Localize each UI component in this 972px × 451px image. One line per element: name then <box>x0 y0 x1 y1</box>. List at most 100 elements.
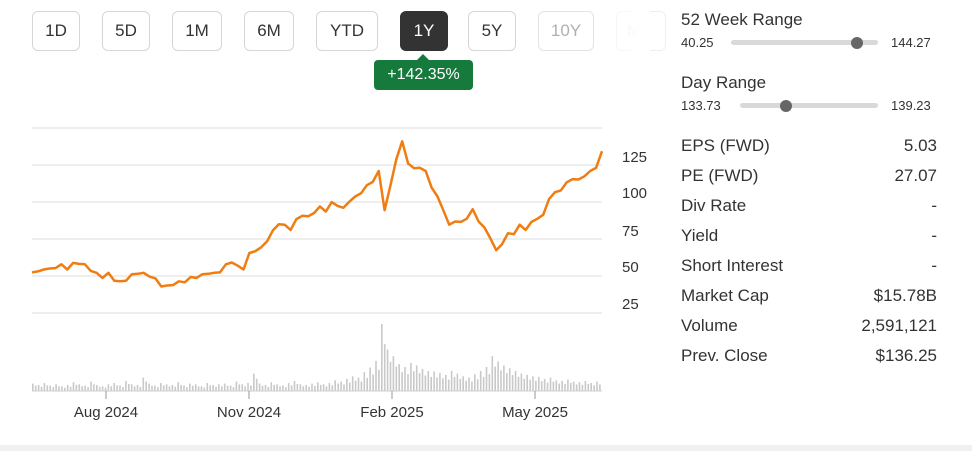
volume-bar <box>218 384 220 391</box>
stat-value: $136.25 <box>875 346 937 365</box>
x-tick-label: Aug 2024 <box>74 404 138 421</box>
volume-bar <box>250 385 252 391</box>
y-axis-labels: 25 50 75 100 125 <box>622 149 647 313</box>
volume-bar <box>561 380 563 391</box>
volume-bar <box>299 384 302 391</box>
range-button-5y[interactable]: 5Y <box>468 11 516 51</box>
volume-bar <box>119 385 121 391</box>
volume-bar <box>523 378 526 391</box>
volume-bar <box>229 385 232 391</box>
stat-row-yield: Yield - <box>681 225 937 247</box>
volume-bar <box>226 385 229 391</box>
stat-label: Prev. Close <box>681 346 768 365</box>
volume-bar <box>194 384 197 391</box>
volume-bar <box>564 384 566 391</box>
volume-bar <box>570 383 572 391</box>
volume-bar <box>479 370 482 391</box>
range-button-10y[interactable]: 10Y <box>538 11 594 51</box>
volume-bar <box>404 366 406 391</box>
volume-bar <box>49 385 51 391</box>
volume-bar <box>427 370 430 391</box>
volume-bar <box>549 377 552 391</box>
stat-value: 2,591,121 <box>861 316 937 335</box>
y-tick-label: 75 <box>622 223 639 240</box>
range-button-1m[interactable]: 1M <box>172 11 222 51</box>
range-fade <box>600 0 650 60</box>
volume-bar <box>69 386 72 391</box>
range-button-5d[interactable]: 5D <box>102 11 150 51</box>
range-button-1d[interactable]: 1D <box>32 11 80 51</box>
volume-bar <box>296 384 299 391</box>
volume-bar <box>471 381 473 391</box>
volume-bar <box>273 384 275 391</box>
range-selector: 1D 5D 1M 6M YTD 1Y 5Y 10Y M <box>0 0 666 60</box>
day-low: 133.73 <box>681 98 721 113</box>
volume-bar <box>46 385 49 391</box>
x-tick-label: Feb 2025 <box>360 404 423 421</box>
volume-bar <box>381 324 383 391</box>
volume-bar <box>430 376 432 391</box>
stat-value: 5.03 <box>903 136 937 155</box>
volume-bar <box>107 384 110 391</box>
volume-bar <box>575 384 578 391</box>
volume-bar <box>325 386 328 391</box>
volume-bars <box>32 324 601 392</box>
volume-bar <box>587 384 590 391</box>
range-button-ytd[interactable]: YTD <box>316 11 378 51</box>
volume-bar <box>354 380 357 391</box>
volume-bar <box>183 385 185 391</box>
volume-bar <box>282 385 284 391</box>
volume-bar <box>459 378 462 391</box>
volume-bar <box>145 381 147 391</box>
volume-bar <box>43 383 46 391</box>
volume-bar <box>401 372 403 391</box>
volume-bar <box>212 385 214 391</box>
volume-bar <box>383 344 386 391</box>
volume-bar <box>90 381 92 391</box>
stat-label: Volume <box>681 316 738 335</box>
volume-bar <box>151 385 153 391</box>
volume-bar <box>389 361 392 391</box>
volume-bar <box>357 377 360 391</box>
x-tick-label: May 2025 <box>502 404 568 421</box>
volume-bar <box>532 376 534 391</box>
volume-bar <box>596 381 598 391</box>
volume-bar <box>136 385 139 391</box>
volume-bar <box>395 366 398 391</box>
volume-bar <box>500 370 502 391</box>
volume-bar <box>337 383 339 391</box>
volume-bar <box>439 372 441 391</box>
volume-bar <box>366 377 368 391</box>
volume-bar <box>130 384 133 391</box>
volume-bar <box>238 384 241 391</box>
volume-bar <box>186 387 188 391</box>
volume-bar <box>468 377 470 391</box>
stat-value: $15.78B <box>873 286 937 305</box>
y-tick-label: 125 <box>622 149 647 166</box>
range-button-1y[interactable]: 1Y <box>400 11 448 51</box>
volume-bar <box>247 383 249 391</box>
volume-bar <box>497 361 499 391</box>
volume-bar <box>55 384 57 391</box>
volume-bar <box>40 386 43 391</box>
volume-bar <box>372 374 374 391</box>
volume-bar <box>302 386 305 391</box>
stat-label: EPS (FWD) <box>681 136 770 155</box>
volume-bar <box>590 383 592 391</box>
volume-bar <box>285 387 287 391</box>
price-chart: 25 50 75 100 125 Aug 2024 Nov 2024 Feb 2025 May… <box>31 127 647 421</box>
volume-bar <box>87 387 89 391</box>
volume-bar <box>84 385 86 391</box>
volume-bar <box>555 380 558 391</box>
volume-bar <box>546 382 549 391</box>
volume-bar <box>171 385 174 391</box>
range-button-6m[interactable]: 6M <box>244 11 294 51</box>
volume-bar <box>511 375 514 391</box>
volume-bar <box>351 376 354 391</box>
volume-bar <box>61 386 63 391</box>
volume-bar <box>232 387 235 391</box>
volume-bar <box>369 367 371 391</box>
stat-row-prev-close: Prev. Close $136.25 <box>681 345 937 367</box>
volume-bar <box>215 386 217 391</box>
volume-bar <box>191 385 194 391</box>
